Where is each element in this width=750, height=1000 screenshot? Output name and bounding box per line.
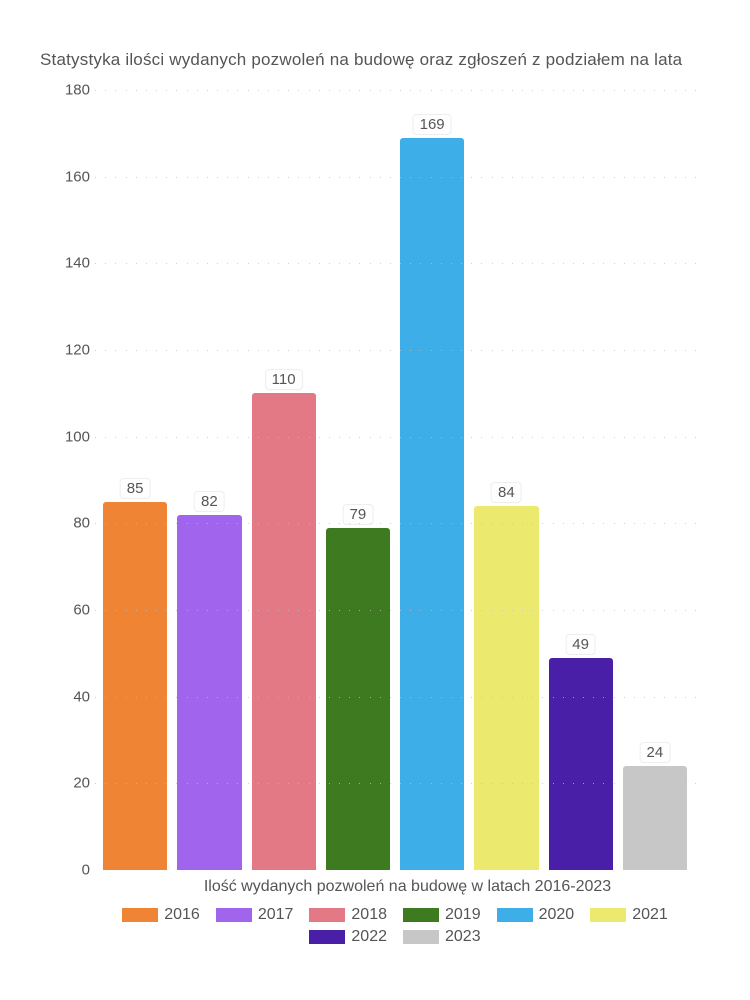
y-tick-label: 140 (50, 255, 90, 272)
bar-2018: 110 (252, 393, 316, 870)
legend-swatch (497, 908, 533, 922)
grid-line (95, 783, 695, 787)
legend-swatch (403, 930, 439, 944)
chart-title: Statystyka ilości wydanych pozwoleń na b… (40, 50, 720, 70)
y-tick-label: 40 (50, 688, 90, 705)
bar-2017: 82 (177, 515, 241, 870)
legend-label: 2021 (632, 906, 668, 924)
legend-item-2021: 2021 (590, 906, 668, 924)
y-tick-label: 20 (50, 775, 90, 792)
y-axis: 020406080100120140160180 (50, 90, 90, 870)
bar-value-label: 49 (565, 634, 596, 655)
grid-line (95, 697, 695, 701)
x-axis-label: Ilość wydanych pozwoleń na budowę w lata… (95, 878, 720, 896)
y-tick-label: 180 (50, 82, 90, 99)
legend-label: 2022 (351, 928, 387, 946)
legend-item-2023: 2023 (403, 928, 481, 946)
grid-line (95, 523, 695, 527)
legend-swatch (216, 908, 252, 922)
grid-line (95, 610, 695, 614)
bar-2023: 24 (623, 766, 687, 870)
bar-2016: 85 (103, 502, 167, 870)
grid-line (95, 350, 695, 354)
legend-label: 2023 (445, 928, 481, 946)
y-tick-label: 160 (50, 168, 90, 185)
y-tick-label: 0 (50, 862, 90, 879)
y-tick-label: 100 (50, 428, 90, 445)
grid-line (95, 177, 695, 181)
bar-2021: 84 (474, 506, 538, 870)
legend-swatch (309, 908, 345, 922)
y-tick-label: 60 (50, 602, 90, 619)
bar-value-label: 110 (265, 369, 303, 390)
bar-value-label: 79 (343, 504, 374, 525)
legend-swatch (309, 930, 345, 944)
legend-item-2022: 2022 (309, 928, 387, 946)
legend-label: 2016 (164, 906, 200, 924)
legend-item-2020: 2020 (497, 906, 575, 924)
bar-value-label: 82 (194, 491, 225, 512)
legend-swatch (590, 908, 626, 922)
y-tick-label: 80 (50, 515, 90, 532)
bar-value-label: 169 (413, 114, 452, 135)
legend-label: 2019 (445, 906, 481, 924)
legend-label: 2017 (258, 906, 294, 924)
grid-line (95, 263, 695, 267)
bar-2020: 169 (400, 138, 464, 870)
bar-value-label: 84 (491, 482, 522, 503)
legend-label: 2020 (539, 906, 575, 924)
y-tick-label: 120 (50, 342, 90, 359)
legend-swatch (122, 908, 158, 922)
bar-2022: 49 (549, 658, 613, 870)
bar-value-label: 24 (640, 742, 671, 763)
plot-area: 020406080100120140160180 858211079169844… (95, 90, 695, 870)
legend: 2016 2017 2018 2019 2020 2021 2022 2023 (95, 906, 695, 946)
legend-item-2018: 2018 (309, 906, 387, 924)
legend-swatch (403, 908, 439, 922)
legend-item-2016: 2016 (122, 906, 200, 924)
grid-line (95, 437, 695, 441)
legend-label: 2018 (351, 906, 387, 924)
grid-line (95, 90, 695, 94)
chart-container: Statystyka ilości wydanych pozwoleń na b… (40, 50, 720, 970)
bar-value-label: 85 (120, 478, 151, 499)
legend-item-2017: 2017 (216, 906, 294, 924)
bars-group: 858211079169844924 (95, 90, 695, 870)
legend-item-2019: 2019 (403, 906, 481, 924)
